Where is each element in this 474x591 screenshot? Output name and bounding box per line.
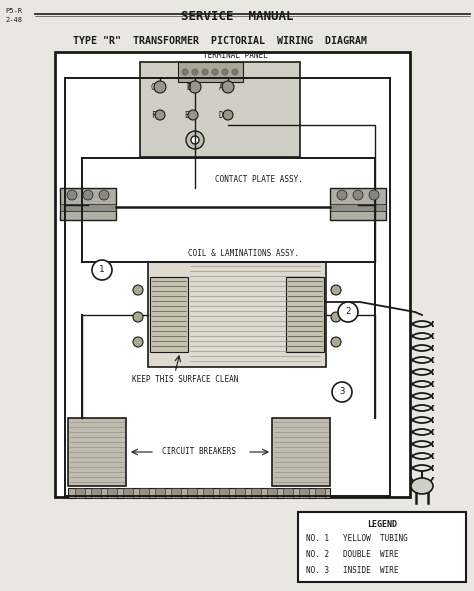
Bar (140, 62, 300, 157)
Text: 3: 3 (339, 388, 345, 397)
Text: 1: 1 (100, 265, 105, 274)
Text: NO. 3   INSIDE  WIRE: NO. 3 INSIDE WIRE (306, 566, 399, 575)
Circle shape (133, 337, 143, 347)
Text: NO. 1   YELLOW  TUBING: NO. 1 YELLOW TUBING (306, 534, 408, 543)
Text: NO. 2   DOUBLE  WIRE: NO. 2 DOUBLE WIRE (306, 550, 399, 559)
Bar (299, 488, 309, 498)
Bar (219, 488, 229, 498)
Circle shape (133, 312, 143, 322)
Circle shape (223, 110, 233, 120)
Circle shape (192, 69, 198, 75)
Circle shape (222, 81, 234, 93)
Bar (330, 188, 386, 220)
Bar (203, 488, 213, 498)
Circle shape (83, 190, 93, 200)
Bar (235, 488, 245, 498)
Circle shape (212, 69, 218, 75)
Bar (187, 488, 197, 498)
Bar (107, 488, 117, 498)
Ellipse shape (411, 478, 433, 494)
Circle shape (331, 285, 341, 295)
Circle shape (154, 81, 166, 93)
Circle shape (331, 337, 341, 347)
Circle shape (332, 382, 352, 402)
Circle shape (191, 136, 199, 144)
Bar (330, 204, 386, 211)
Bar (60, 204, 116, 211)
Bar (315, 488, 325, 498)
Text: CIRCUIT BREAKERS: CIRCUIT BREAKERS (162, 447, 236, 456)
Bar (298, 512, 466, 582)
Text: CONTACT PLATE ASSY.: CONTACT PLATE ASSY. (215, 175, 303, 184)
Circle shape (338, 302, 358, 322)
Bar (267, 488, 277, 498)
Circle shape (369, 190, 379, 200)
Text: SERVICE  MANUAL: SERVICE MANUAL (181, 10, 293, 23)
Text: TYPE "R"  TRANSFORMER  PICTORIAL  WIRING  DIAGRAM: TYPE "R" TRANSFORMER PICTORIAL WIRING DI… (73, 36, 367, 46)
Circle shape (99, 190, 109, 200)
Text: B: B (186, 83, 191, 92)
Circle shape (202, 69, 208, 75)
Circle shape (337, 190, 347, 200)
Bar (60, 188, 116, 220)
Bar (68, 488, 330, 498)
Bar (283, 488, 293, 498)
Text: E: E (184, 111, 189, 119)
Text: KEEP THIS SURFACE CLEAN: KEEP THIS SURFACE CLEAN (132, 375, 238, 384)
Text: P5-R: P5-R (5, 8, 22, 14)
Bar (155, 488, 165, 498)
Circle shape (331, 312, 341, 322)
Text: TERMINAL PANEL: TERMINAL PANEL (202, 51, 267, 60)
Circle shape (353, 190, 363, 200)
Text: C: C (151, 83, 155, 92)
Bar (68, 418, 126, 486)
Text: F: F (151, 111, 155, 119)
Bar (178, 62, 243, 82)
Circle shape (92, 260, 112, 280)
Circle shape (67, 190, 77, 200)
Circle shape (222, 69, 228, 75)
Bar (55, 52, 410, 497)
Bar (139, 488, 149, 498)
Bar (286, 277, 324, 352)
Bar (123, 488, 133, 498)
Circle shape (182, 69, 188, 75)
Text: COIL & LAMINATIONS ASSY.: COIL & LAMINATIONS ASSY. (188, 249, 299, 258)
Circle shape (186, 131, 204, 149)
Text: 2: 2 (346, 307, 351, 317)
Circle shape (133, 285, 143, 295)
Bar (75, 488, 85, 498)
Bar (251, 488, 261, 498)
Text: LEGEND: LEGEND (367, 520, 397, 529)
Bar (148, 262, 326, 367)
Circle shape (189, 81, 201, 93)
Bar (91, 488, 101, 498)
Text: A: A (219, 83, 224, 92)
Bar (272, 418, 330, 486)
Circle shape (155, 110, 165, 120)
Bar (171, 488, 181, 498)
Circle shape (232, 69, 238, 75)
Text: 2-48: 2-48 (5, 17, 22, 23)
Text: D: D (219, 111, 224, 119)
Circle shape (188, 110, 198, 120)
Bar (150, 277, 188, 352)
